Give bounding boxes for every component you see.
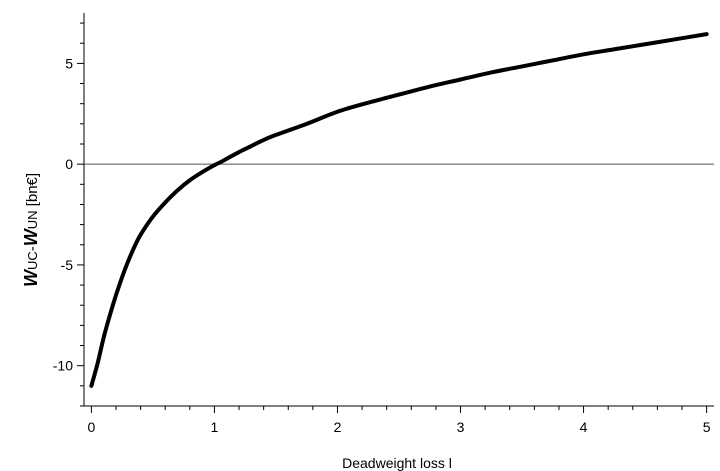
- plot-area: [84, 32, 714, 388]
- y-title-w1: W: [21, 268, 41, 287]
- y-axis-title: WUC-WUN [bn€]: [21, 173, 41, 287]
- y-tick-label: 0: [65, 156, 73, 172]
- x-tick-label: 1: [211, 419, 219, 435]
- x-tick-label: 4: [580, 419, 588, 435]
- y-title-sub2: UN: [25, 210, 40, 229]
- x-tick-label: 2: [334, 419, 342, 435]
- x-axis-title: Deadweight loss l: [342, 455, 452, 471]
- y-tick-label: -5: [61, 257, 74, 273]
- y-title-sub1: UC: [25, 251, 40, 270]
- y-title-w2: W: [21, 227, 41, 246]
- y-title-unit: [bn€]: [24, 173, 41, 211]
- y-tick-label: -10: [53, 358, 73, 374]
- y-ticks: -10 -5 0 5: [53, 22, 84, 407]
- data-series-line: [89, 32, 709, 388]
- x-tick-label: 3: [457, 419, 465, 435]
- axes: 0 1 2 3 4 5 -10 -5 0 5: [53, 13, 714, 435]
- y-title-dash: -: [24, 246, 41, 251]
- x-tick-label: 5: [703, 419, 711, 435]
- x-tick-label: 0: [87, 419, 95, 435]
- y-tick-label: 5: [65, 55, 73, 71]
- x-ticks: 0 1 2 3 4 5: [87, 406, 711, 435]
